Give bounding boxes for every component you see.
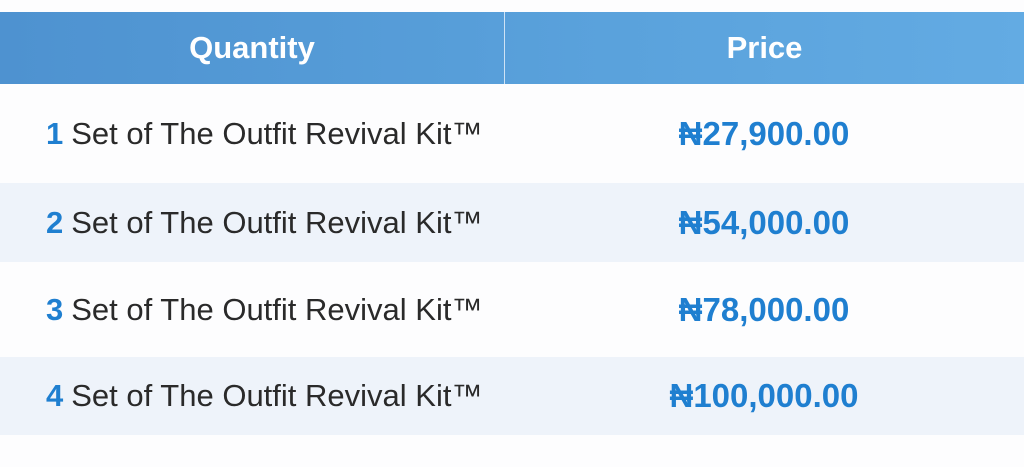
table-row: 1 Set of The Outfit Revival Kit™ ₦27,900.… <box>0 84 1024 183</box>
price-cell: ₦54,000.00 <box>678 203 850 241</box>
quantity-number: 1 <box>46 115 64 151</box>
table-row: 4 Set of The Outfit Revival Kit™ ₦100,000… <box>0 357 1024 435</box>
quantity-cell: 2 Set of The Outfit Revival Kit™ <box>0 205 504 241</box>
quantity-label: Set of The Outfit Revival Kit™ <box>71 291 483 327</box>
quantity-number: 4 <box>46 378 64 413</box>
quantity-label: Set of The Outfit Revival Kit™ <box>71 115 483 151</box>
quantity-number: 2 <box>46 204 64 240</box>
price-cell: ₦27,900.00 <box>678 114 850 152</box>
quantity-label: Set of The Outfit Revival Kit™ <box>71 378 483 413</box>
quantity-cell: 3 Set of The Outfit Revival Kit™ <box>0 292 504 328</box>
quantity-cell: 4 Set of The Outfit Revival Kit™ <box>0 378 504 414</box>
quantity-number: 3 <box>46 291 64 327</box>
table-row: 3 Set of The Outfit Revival Kit™ ₦78,000.… <box>0 262 1024 357</box>
price-cell: ₦78,000.00 <box>678 290 850 328</box>
table-row: 2 Set of The Outfit Revival Kit™ ₦54,000.… <box>0 183 1024 262</box>
quantity-cell: 1 Set of The Outfit Revival Kit™ <box>0 116 504 152</box>
quantity-label: Set of The Outfit Revival Kit™ <box>71 204 483 240</box>
price-header: Price <box>726 30 803 65</box>
price-cell: ₦100,000.00 <box>669 377 859 414</box>
quantity-header: Quantity <box>0 12 505 84</box>
table-header: Quantity Price <box>0 12 1024 84</box>
